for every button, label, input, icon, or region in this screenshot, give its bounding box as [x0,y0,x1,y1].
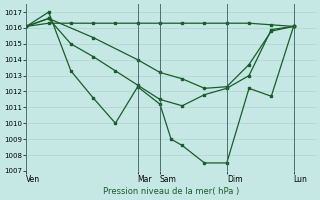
X-axis label: Pression niveau de la mer( hPa ): Pression niveau de la mer( hPa ) [103,187,239,196]
